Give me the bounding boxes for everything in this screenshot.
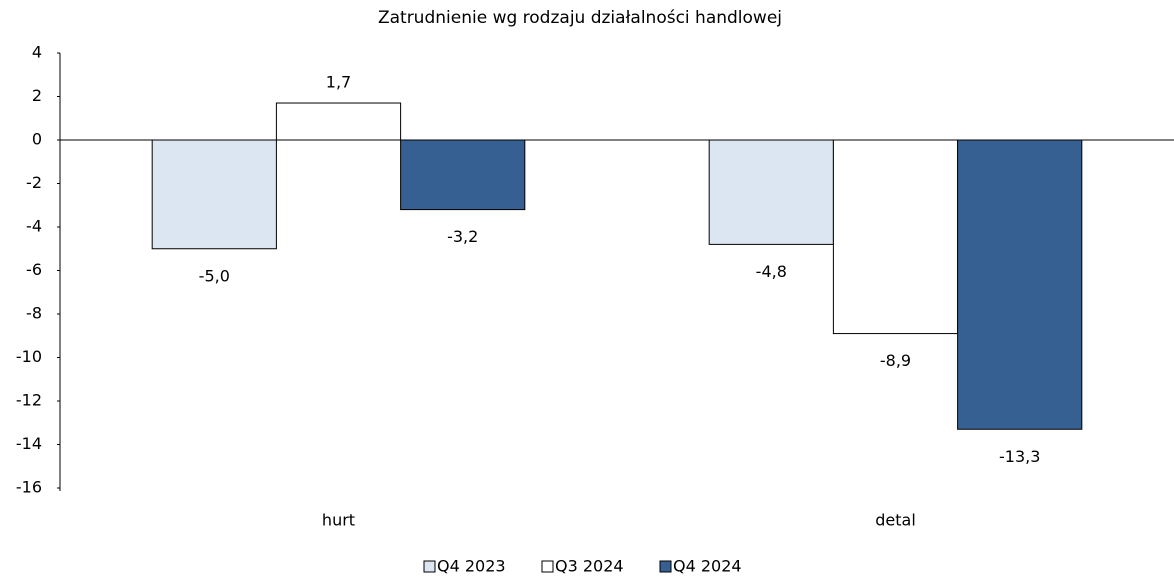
chart-title: Zatrudnienie wg rodzaju działalności han…	[378, 8, 782, 28]
y-tick-label: 2	[32, 86, 42, 105]
y-tick-label: -10	[16, 347, 42, 366]
bar	[957, 139, 1083, 430]
bar	[275, 102, 402, 141]
y-tick-label: -16	[16, 478, 42, 497]
data-label: -13,3	[999, 447, 1040, 466]
data-label: -3,2	[447, 227, 478, 246]
bar	[400, 139, 526, 211]
y-tick-label: -4	[26, 217, 42, 236]
data-label: -5,0	[199, 266, 230, 285]
data-label: 1,7	[326, 73, 351, 92]
x-tick-label: detal	[875, 511, 916, 530]
data-label: -8,9	[880, 351, 911, 370]
y-tick-label: 0	[32, 130, 42, 149]
legend-swatch	[423, 560, 436, 573]
x-tick-label: hurt	[322, 511, 355, 530]
y-tick-label: -12	[16, 391, 42, 410]
y-tick-label: -2	[26, 173, 42, 192]
legend-label: Q4 2024	[673, 557, 742, 576]
y-tick-label: -14	[16, 434, 42, 453]
bar	[708, 139, 834, 245]
y-tick-label: -8	[26, 304, 42, 323]
bar	[151, 139, 277, 250]
y-tick-label: 4	[32, 43, 42, 62]
legend-label: Q3 2024	[555, 557, 624, 576]
legend-label: Q4 2023	[437, 557, 506, 576]
data-label: -4,8	[756, 262, 787, 281]
legend-swatch	[541, 560, 554, 573]
bar	[832, 139, 959, 335]
legend-swatch	[659, 560, 672, 573]
y-tick-label: -6	[26, 260, 42, 279]
